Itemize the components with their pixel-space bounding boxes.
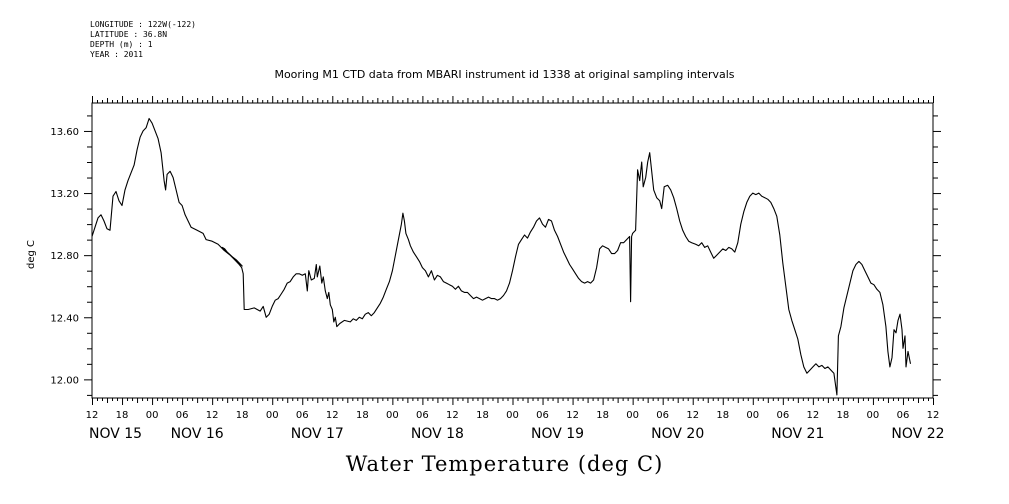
y-tick-label: 13.60 <box>50 127 79 138</box>
x-tick-label: 06 <box>416 410 429 421</box>
x-date-label: NOV 18 <box>411 426 464 442</box>
x-tick-label: 12 <box>686 410 699 421</box>
x-date-label: NOV 21 <box>771 426 824 442</box>
x-tick-label: 06 <box>536 410 549 421</box>
depth-text: DEPTH (m) : 1 <box>90 40 153 49</box>
x-tick-label: 18 <box>596 410 609 421</box>
x-tick-label: 06 <box>776 410 789 421</box>
x-tick-label: 00 <box>867 410 880 421</box>
x-tick-label: 18 <box>356 410 369 421</box>
y-tick-label: 13.20 <box>50 189 79 200</box>
x-tick-label: 12 <box>206 410 219 421</box>
year-text: YEAR : 2011 <box>90 50 143 59</box>
x-tick-label: 12 <box>806 410 819 421</box>
x-tick-label: 06 <box>176 410 189 421</box>
x-date-label: NOV 16 <box>171 426 224 442</box>
x-tick-label: 18 <box>837 410 850 421</box>
x-tick-label: 18 <box>236 410 249 421</box>
latitude-text: LATITUDE : 36.8N <box>90 30 168 39</box>
x-tick-label: 18 <box>716 410 729 421</box>
x-tick-label: 18 <box>476 410 489 421</box>
x-tick-label: 00 <box>746 410 759 421</box>
x-tick-label: 12 <box>927 410 940 421</box>
x-tick-label: 18 <box>116 410 129 421</box>
y-tick-label: 12.80 <box>50 251 79 262</box>
x-date-label: NOV 15 <box>89 426 142 442</box>
x-tick-label: 00 <box>386 410 399 421</box>
x-tick-label: 00 <box>626 410 639 421</box>
x-tick-label: 12 <box>326 410 339 421</box>
longitude-text: LONGITUDE : 122W(-122) <box>90 20 196 29</box>
x-tick-label: 00 <box>506 410 519 421</box>
metadata-block: LONGITUDE : 122W(-122) LATITUDE : 36.8N … <box>90 20 196 60</box>
x-date-label: NOV 17 <box>291 426 344 442</box>
x-tick-label: 06 <box>656 410 669 421</box>
x-date-label: NOV 20 <box>651 426 704 442</box>
series-line-0 <box>91 117 912 396</box>
chart-title: Mooring M1 CTD data from MBARI instrumen… <box>274 68 735 81</box>
x-date-label: NOV 22 <box>891 426 944 442</box>
y-tick-label: 12.40 <box>50 313 79 324</box>
y-tick-label: 12.00 <box>50 375 79 386</box>
x-tick-label: 06 <box>296 410 309 421</box>
x-axis-title: Water Temperature (deg C) <box>345 452 664 476</box>
x-tick-label: 00 <box>146 410 159 421</box>
plot-frame <box>91 102 934 399</box>
x-date-label: NOV 19 <box>531 426 584 442</box>
x-tick-label: 12 <box>566 410 579 421</box>
x-tick-label: 12 <box>86 410 99 421</box>
y-axis-label: deg C <box>26 240 37 269</box>
x-tick-label: 12 <box>446 410 459 421</box>
x-tick-label: 00 <box>266 410 279 421</box>
x-tick-label: 06 <box>897 410 910 421</box>
